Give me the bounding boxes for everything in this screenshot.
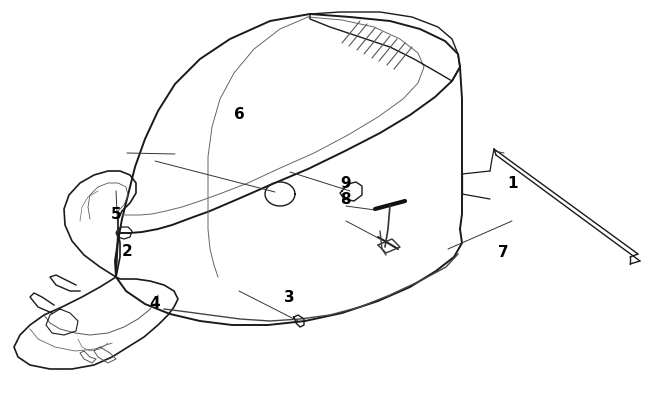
Text: 1: 1 [507, 176, 517, 190]
Text: 4: 4 [150, 296, 160, 310]
Text: 8: 8 [341, 192, 351, 207]
Text: 2: 2 [122, 244, 132, 258]
Text: 5: 5 [111, 207, 121, 221]
Text: 3: 3 [284, 289, 294, 304]
Text: 7: 7 [499, 245, 509, 259]
Text: 9: 9 [341, 176, 351, 190]
Text: 6: 6 [234, 107, 244, 122]
